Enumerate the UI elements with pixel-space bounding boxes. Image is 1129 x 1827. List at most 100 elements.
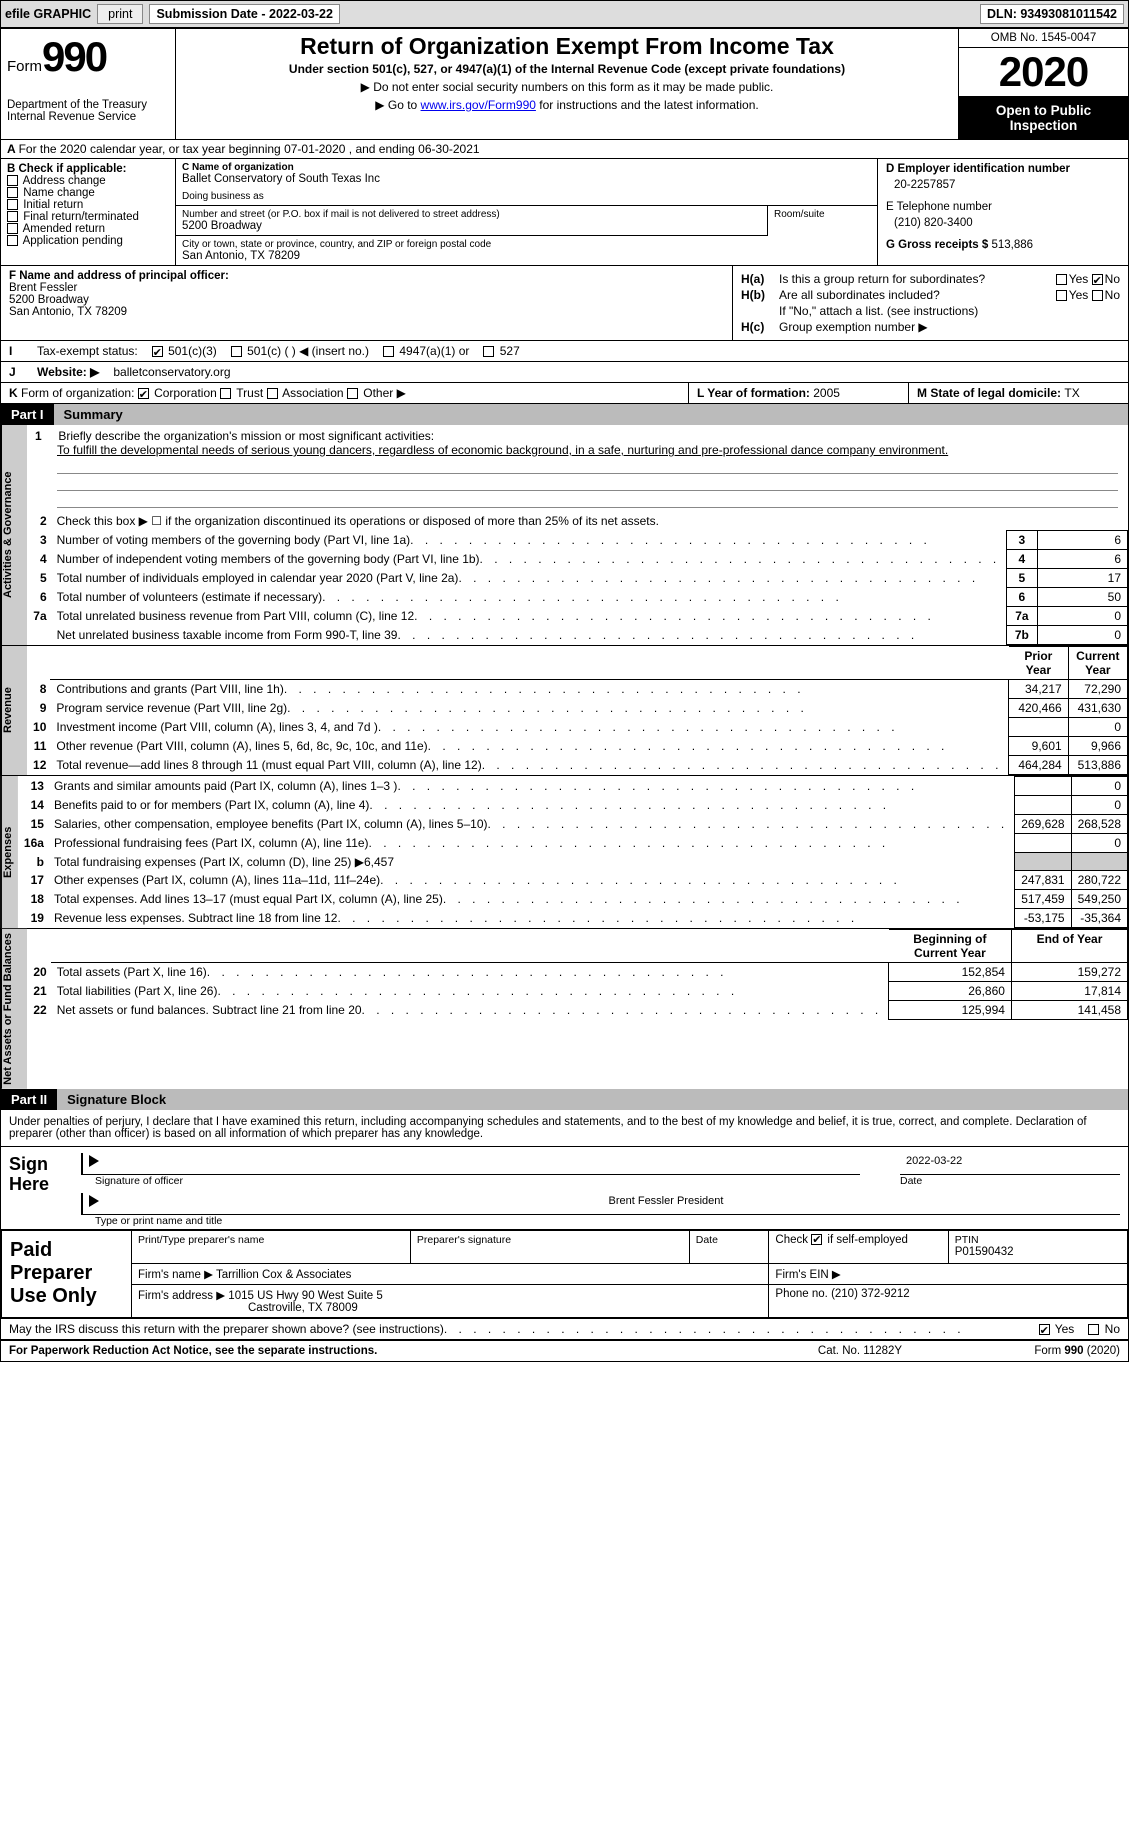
goto-post: for instructions and the latest informat… [536,98,759,112]
footer-cat: Cat. No. 11282Y [780,1345,940,1357]
row-num: 9 [27,699,50,718]
checkbox-selfemp[interactable] [811,1234,822,1245]
row-current: 549,250 [1071,890,1127,909]
checkbox-assoc[interactable] [267,388,278,399]
checkbox-ha-no[interactable] [1092,274,1103,285]
checkbox-ha-yes[interactable] [1056,274,1067,285]
row-num: 18 [18,890,48,909]
checkbox-corp[interactable] [138,388,149,399]
checkbox-pending[interactable] [7,235,18,246]
l-label: L Year of formation: [697,386,813,400]
checkbox-discuss-yes[interactable] [1039,1324,1050,1335]
org-name-label: C Name of organization [182,162,871,173]
row-text: Other expenses (Part IX, column (A), lin… [48,871,1015,890]
footer-right: Form 990 (2020) [940,1345,1120,1357]
row-num: 21 [27,982,51,1001]
row-text: Salaries, other compensation, employee b… [48,815,1015,834]
b-opt-final: Final return/terminated [23,211,139,223]
checkbox-discuss-no[interactable] [1088,1324,1099,1335]
checkbox-final[interactable] [7,211,18,222]
checkbox-hb-yes[interactable] [1056,290,1067,301]
row-current: -35,364 [1071,909,1127,928]
row-prior: 9,601 [1009,737,1068,756]
row-num: 12 [27,756,50,775]
part1-label: Part I [1,404,54,425]
omb-number: OMB No. 1545-0047 [959,29,1128,48]
checkbox-initial[interactable] [7,199,18,210]
hc-label: H(c) [741,320,779,334]
header-left: Form990 Department of the Treasury Inter… [1,29,176,139]
row-val: 6 [1037,550,1128,569]
print-button[interactable]: print [97,4,143,24]
row-current: 513,886 [1068,756,1127,775]
row-num: 3 [27,531,51,550]
sig-date-label: Date [900,1175,1120,1187]
row-num [27,626,51,645]
room-cell: Room/suite [767,206,877,236]
footer-left: For Paperwork Reduction Act Notice, see … [9,1345,780,1357]
row-num: 2 [27,512,51,531]
part2-header: Part II Signature Block [1,1089,1128,1110]
row-prior: -53,175 [1015,909,1071,928]
website: balletconservatory.org [113,365,230,379]
line-a-text: For the 2020 calendar year, or tax year … [19,142,480,156]
checkbox-527[interactable] [483,346,494,357]
penalties-text: Under penalties of perjury, I declare th… [1,1110,1128,1146]
i-letter: I [9,344,23,358]
row-box: 4 [1007,550,1037,569]
officer-name: Brent Fessler [9,282,724,294]
prep-selfemp-cell: Check if self-employed [769,1230,948,1263]
ein-label: D Employer identification number [886,163,1120,175]
j-label: Website: ▶ [37,365,99,379]
checkbox-name-change[interactable] [7,187,18,198]
row-num: 16a [18,834,48,853]
row-current: 159,272 [1011,963,1127,982]
room-label: Room/suite [774,209,871,220]
row-num: 17 [18,871,48,890]
prep-ptin-cell: PTINP01590432 [948,1230,1127,1263]
sign-here-block: Sign Here Signature of officer 2022-03-2… [1,1146,1128,1230]
checkbox-trust[interactable] [220,388,231,399]
ha-text: Is this a group return for subordinates? [779,272,1020,286]
b-opt-amended: Amended return [23,223,105,235]
governance-section: Activities & Governance 1 Briefly descri… [1,425,1128,645]
firm-addr1: 1015 US Hwy 90 West Suite 5 [228,1290,382,1302]
firm-phone: (210) 372-9212 [831,1288,910,1300]
ha-yesno: Yes No [1020,272,1120,286]
row-num: 11 [27,737,50,756]
checkbox-hb-no[interactable] [1092,290,1103,301]
row-current: 0 [1071,796,1127,815]
opt-assoc: Association [282,386,343,400]
row-current: 280,722 [1071,871,1127,890]
checkbox-other[interactable] [347,388,358,399]
line-klm: K Form of organization: Corporation Trus… [1,383,1128,404]
row-text: Program service revenue (Part VIII, line… [50,699,1009,718]
checkbox-501c3[interactable] [152,346,163,357]
ha-yes: Yes [1069,272,1089,286]
checkbox-501c[interactable] [231,346,242,357]
row-box: 6 [1007,588,1037,607]
checkbox-amended[interactable] [7,223,18,234]
officer-addr1: 5200 Broadway [9,294,724,306]
officer-signature-line[interactable] [81,1153,860,1175]
firm-phone-label: Phone no. [775,1288,831,1300]
officer-name-label: Type or print name and title [81,1215,1120,1227]
row-prior: 26,860 [889,982,1012,1001]
selfemp-post: if self-employed [824,1234,908,1246]
row-val: 0 [1037,626,1128,645]
row-prior: 34,217 [1009,680,1068,699]
row-prior: 517,459 [1015,890,1071,909]
hb-note: If "No," attach a list. (see instruction… [741,304,1120,318]
part2-title: Signature Block [57,1089,1128,1110]
checkbox-4947[interactable] [383,346,394,357]
checkbox-address-change[interactable] [7,175,18,186]
tab-governance: Activities & Governance [1,425,27,645]
tab-expenses: Expenses [1,776,18,928]
row-num: 8 [27,680,50,699]
tax-year: 2020 [959,48,1128,97]
part1-title: Summary [54,404,1128,425]
irs-link[interactable]: www.irs.gov/Form990 [421,98,536,112]
b-opt-initial: Initial return [23,199,83,211]
row-text: Total expenses. Add lines 13–17 (must eq… [48,890,1015,909]
firm-name: Tarrillion Cox & Associates [216,1269,352,1281]
